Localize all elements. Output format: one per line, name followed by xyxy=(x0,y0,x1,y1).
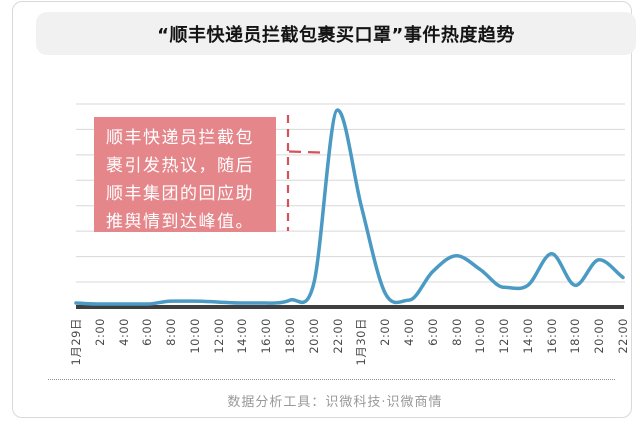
x-tick-label: 22:00 xyxy=(616,318,630,354)
footer-separator xyxy=(48,379,615,380)
annotation-line: 顺丰快递员拦截包 xyxy=(106,128,254,148)
footer-credit: 数据分析工具：识微科技·识微商情 xyxy=(227,395,443,410)
annotation-line: 裹引发热议，随后 xyxy=(106,156,254,176)
card: “顺丰快递员拦截包裹买口罩”事件热度趋势 顺丰快递员拦截包 裹引发热议，随后 顺丰集… xyxy=(12,1,636,418)
annotation-line: 推舆情到达峰值。 xyxy=(106,212,254,232)
annotation-line: 顺丰集团的回应助 xyxy=(106,184,254,204)
title-bar: “顺丰快递员拦截包裹买口罩”事件热度趋势 xyxy=(36,12,636,55)
trend-line xyxy=(74,108,625,306)
event-marker-pointer xyxy=(288,150,322,154)
trend-chart-canvas xyxy=(74,103,625,309)
page-title: “顺丰快递员拦截包裹买口罩”事件热度趋势 xyxy=(157,24,515,46)
annotation-callout: 顺丰快递员拦截包 裹引发热议，随后 顺丰集团的回应助 推舆情到达峰值。 xyxy=(94,117,276,232)
